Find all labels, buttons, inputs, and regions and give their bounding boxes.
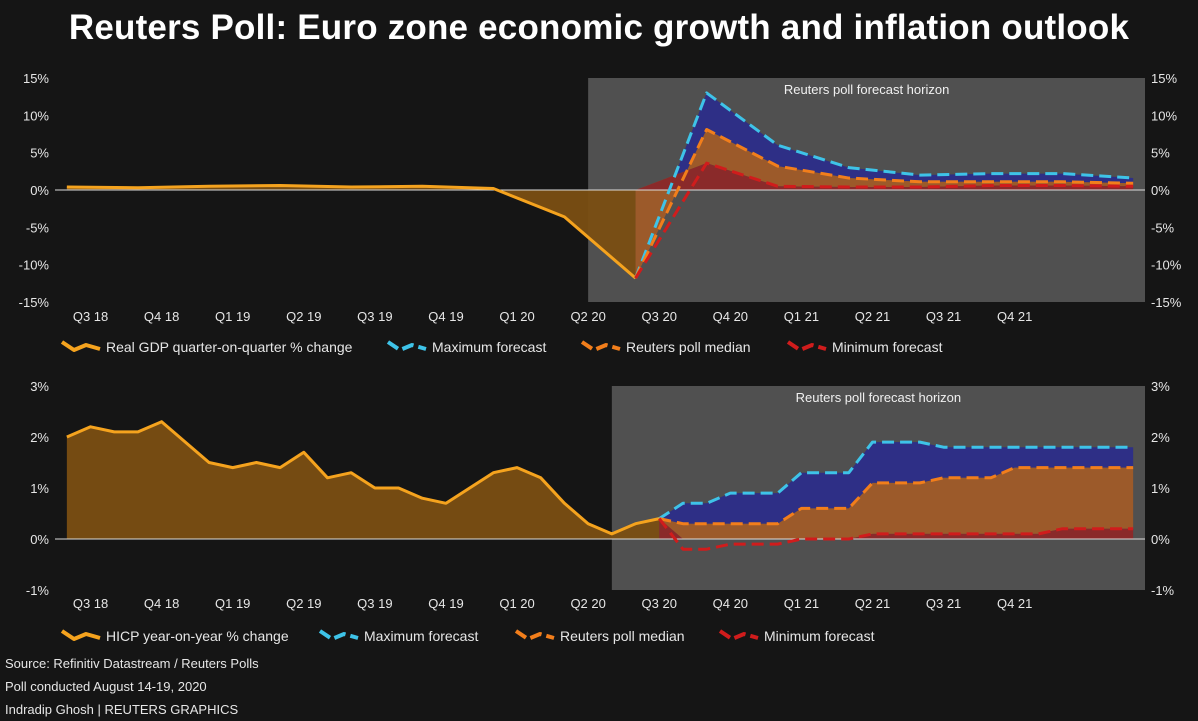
chart-0-y-tick-left: 0%	[30, 183, 49, 198]
chart-1-y-tick-left: 0%	[30, 532, 49, 547]
chart-1-median-band	[659, 467, 1134, 539]
chart-1-y-tick-right: 1%	[1151, 481, 1170, 496]
chart-0-min-band	[635, 163, 1134, 190]
chart-1-legend-history-label: HICP year-on-year % change	[106, 628, 289, 644]
chart-1-x-tick-label: Q3 21	[926, 596, 961, 611]
chart-1-x-tick-label: Q4 18	[144, 596, 179, 611]
chart-0-x-tick-label: Q2 21	[855, 309, 890, 324]
chart-0-y-tick-left: 10%	[23, 108, 49, 123]
chart-0-x-tick-label: Q4 19	[428, 309, 463, 324]
chart-0-x-tick-label: Q2 20	[570, 309, 605, 324]
chart-1-y-tick-right: 2%	[1151, 430, 1170, 445]
chart-0-max-band	[635, 92, 1134, 279]
chart-0-legend-maximum-label: Maximum forecast	[432, 339, 546, 355]
chart-0-legend-minimum-swatch	[786, 340, 827, 352]
chart-1-y-tick-left: 2%	[30, 430, 49, 445]
chart-1-min-band	[659, 518, 1134, 539]
chart-0-legend-minimum-label: Minimum forecast	[832, 339, 943, 355]
poll-date-note: Poll conducted August 14-19, 2020	[5, 679, 207, 694]
chart-0-history-line	[66, 184, 637, 280]
chart-0-x-tick-label: Q1 19	[215, 309, 250, 324]
chart-1-x-tick-label: Q4 21	[997, 596, 1032, 611]
chart-0-y-tick-left: -10%	[19, 258, 50, 273]
chart-0-legend-minimum-swatch-line	[786, 340, 827, 352]
chart-0-legend-median-swatch	[580, 340, 621, 352]
chart-1-maximum-forecast-line	[658, 440, 1134, 520]
chart-1-x-tick-label: Q2 21	[855, 596, 890, 611]
chart-1-legend-median-swatch-line	[514, 629, 555, 641]
chart-0-legend-history-label: Real GDP quarter-on-quarter % change	[106, 339, 353, 355]
chart-0-y-tick-right: -5%	[1151, 220, 1175, 235]
chart-0-x-tick-label: Q4 18	[144, 309, 179, 324]
chart-0-forecast-horizon-label: Reuters poll forecast horizon	[784, 82, 949, 97]
chart-0-minimum-forecast-line	[634, 161, 1134, 279]
chart-1-y-tick-right: -1%	[1151, 583, 1175, 598]
chart-1-history-line	[66, 420, 660, 536]
chart-0-legend-maximum-swatch	[386, 340, 427, 352]
chart-1-y-tick-right: 3%	[1151, 379, 1170, 394]
chart-0-x-tick-label: Q4 20	[713, 309, 748, 324]
chart-0-y-tick-left: -5%	[26, 220, 50, 235]
chart-1-legend-history-swatch	[60, 629, 101, 641]
chart-0-x-tick-label: Q4 21	[997, 309, 1032, 324]
chart-1-x-tick-label: Q3 19	[357, 596, 392, 611]
chart-1-x-tick-label: Q2 19	[286, 596, 321, 611]
chart-0-median-forecast-line	[634, 128, 1134, 279]
chart-1-legend-maximum-swatch	[318, 629, 359, 641]
chart-0-y-tick-right: 5%	[1151, 146, 1170, 161]
chart-1-legend-history-swatch-line	[60, 629, 101, 641]
chart-0-legend-median-swatch-line	[580, 340, 621, 352]
chart-0-x-tick-label: Q3 19	[357, 309, 392, 324]
source-note: Source: Refinitiv Datastream / Reuters P…	[5, 656, 259, 671]
chart-1-legend-minimum-label: Minimum forecast	[764, 628, 875, 644]
chart-1-x-tick-label: Q1 20	[499, 596, 534, 611]
chart-1-forecast-horizon-label: Reuters poll forecast horizon	[796, 390, 961, 405]
chart-1-x-tick-label: Q1 21	[784, 596, 819, 611]
chart-0-x-tick-label: Q2 19	[286, 309, 321, 324]
chart-1-x-tick-label: Q3 20	[642, 596, 677, 611]
credit-note: Indradip Ghosh | REUTERS GRAPHICS	[5, 702, 239, 717]
chart-0-y-tick-left: 5%	[30, 146, 49, 161]
chart-0-legend-median-label: Reuters poll median	[626, 339, 751, 355]
chart-1-y-tick-left: 3%	[30, 379, 49, 394]
page-title: Reuters Poll: Euro zone economic growth …	[68, 8, 1130, 47]
chart-1-legend-minimum-swatch-line	[718, 629, 759, 641]
chart-0-x-tick-label: Q3 18	[73, 309, 108, 324]
chart-1-legend-maximum-label: Maximum forecast	[364, 628, 478, 644]
chart-1-max-band	[659, 442, 1134, 524]
chart-1-x-tick-label: Q4 20	[713, 596, 748, 611]
chart-0-x-tick-label: Q1 20	[499, 309, 534, 324]
chart-0-x-tick-label: Q3 20	[642, 309, 677, 324]
chart-1-x-tick-label: Q3 18	[73, 596, 108, 611]
chart-0-x-tick-label: Q1 21	[784, 309, 819, 324]
chart-1-y-tick-right: 0%	[1151, 532, 1170, 547]
chart-1-y-tick-left: -1%	[26, 583, 50, 598]
chart-0-y-tick-right: 10%	[1151, 108, 1177, 123]
chart-1-legend-median-swatch	[514, 629, 555, 641]
chart-1-legend-median-label: Reuters poll median	[560, 628, 685, 644]
chart-1-legend-maximum-swatch-line	[318, 629, 359, 641]
chart-0-maximum-forecast-line	[634, 91, 1134, 279]
chart-1-minimum-forecast-line	[658, 517, 1134, 551]
hicp-chart: Reuters poll forecast horizon 3% 3% 2% 2% 1% 1…	[26, 379, 1175, 644]
chart-0-y-tick-right: -10%	[1151, 258, 1182, 273]
chart-0-y-tick-right: -15%	[1151, 295, 1182, 310]
chart-0-y-tick-right: 0%	[1151, 183, 1170, 198]
chart-0-history-area	[66, 185, 636, 279]
chart-0-y-tick-left: 15%	[23, 71, 49, 86]
chart-0-y-tick-right: 15%	[1151, 71, 1177, 86]
chart-1-x-tick-label: Q2 20	[570, 596, 605, 611]
chart-1-x-tick-label: Q4 19	[428, 596, 463, 611]
chart-1-legend-minimum-swatch	[718, 629, 759, 641]
chart-1-median-forecast-line	[658, 466, 1134, 526]
chart-0-legend-history-swatch	[60, 340, 101, 352]
chart-0-legend-history-swatch-line	[60, 340, 101, 352]
gdp-chart: Reuters poll forecast horizon 15% 15% 10% 10…	[19, 71, 1182, 355]
chart-0-legend-maximum-swatch-line	[386, 340, 427, 352]
chart-0-y-tick-left: -15%	[19, 295, 50, 310]
chart-0-median-band	[635, 129, 1134, 279]
chart-1-y-tick-left: 1%	[30, 481, 49, 496]
chart-1-x-tick-label: Q1 19	[215, 596, 250, 611]
chart-0-x-tick-label: Q3 21	[926, 309, 961, 324]
